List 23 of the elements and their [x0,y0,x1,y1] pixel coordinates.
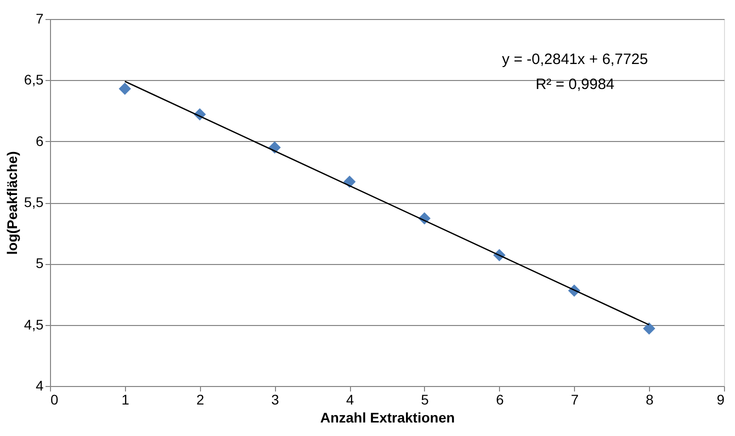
x-tick-label: 1 [121,392,130,408]
point [118,82,132,95]
x-tick-label: 2 [196,392,204,408]
y-tick-label: 6 [36,132,44,149]
y-tick-label: 4 [36,378,44,394]
x-tick-label: 6 [496,392,504,408]
x-tick-label: 4 [346,392,354,408]
x-tick-label: 0 [50,392,58,408]
y-tick-label: 6,5 [24,72,44,88]
y-axis-title: log(Peakfläche) [4,151,20,255]
x-tick-label: 5 [421,392,430,408]
y-tick-label: 4,5 [24,316,44,332]
x-tick-label: 8 [646,392,654,408]
y-tick-label: 5,5 [24,194,44,210]
x-tick-label: 7 [570,392,579,408]
y-tick-label: 5 [36,255,44,272]
x-tick-label: 3 [271,392,280,408]
x-tick-label: 9 [716,392,725,408]
y-tick-label: 7 [36,10,44,26]
annotation: y = -0,2841x + 6,7725 [502,51,648,68]
x-axis-title: Anzahl Extraktionen [320,410,455,426]
annotation: R² = 0,9984 [536,76,614,93]
point [642,322,656,335]
